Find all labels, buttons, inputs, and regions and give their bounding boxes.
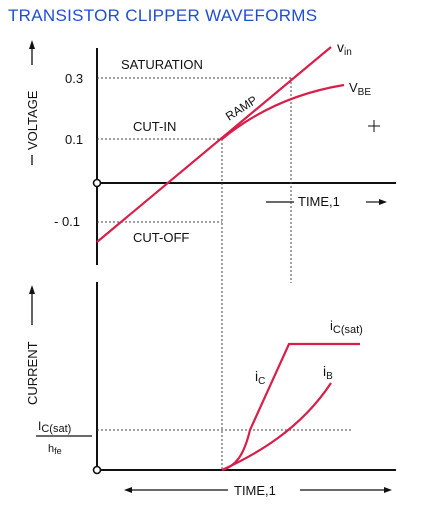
current-axis-label: CURRENT — [25, 285, 40, 405]
svg-text:TIME,1: TIME,1 — [234, 483, 276, 498]
crosshair-cursor — [368, 120, 380, 132]
ic-label: iC — [255, 368, 265, 387]
tick-0.3: 0.3 — [65, 71, 83, 86]
svg-text:IC(sat): IC(sat) — [38, 419, 71, 435]
page-title: TRANSISTOR CLIPPER WAVEFORMS — [8, 6, 318, 25]
current-time-label: TIME,1 — [124, 483, 392, 498]
voltage-axis-label: VOLTAGE — [25, 40, 40, 165]
svg-text:hfe: hfe — [48, 443, 62, 456]
ic-sat-over-hfe-label: IC(sat) hfe — [36, 419, 92, 456]
cut-off-label: CUT-OFF — [133, 230, 189, 245]
tick-minus-0.1: - 0.1 — [54, 214, 80, 229]
vbe-curve — [221, 83, 345, 140]
vbe-label: VBE — [349, 80, 371, 98]
origin-marker — [92, 178, 102, 188]
voltage-time-label: TIME,1 — [266, 194, 387, 209]
ib-label: iB — [323, 363, 333, 382]
vin-curve — [96, 46, 332, 243]
ramp-label: RAMP — [223, 93, 260, 124]
vin-label: vin — [337, 39, 352, 58]
svg-text:VOLTAGE: VOLTAGE — [25, 90, 40, 150]
svg-text:TIME,1: TIME,1 — [298, 194, 340, 209]
cut-in-label: CUT-IN — [133, 119, 176, 134]
ic-sat-label: iC(sat) — [330, 318, 363, 336]
ib-curve — [221, 382, 332, 472]
current-origin-marker — [92, 465, 102, 475]
ic-curve — [221, 342, 360, 472]
voltage-guides — [97, 77, 292, 470]
saturation-label: SATURATION — [121, 57, 203, 72]
svg-text:CURRENT: CURRENT — [25, 341, 40, 405]
tick-0.1: 0.1 — [65, 132, 83, 147]
